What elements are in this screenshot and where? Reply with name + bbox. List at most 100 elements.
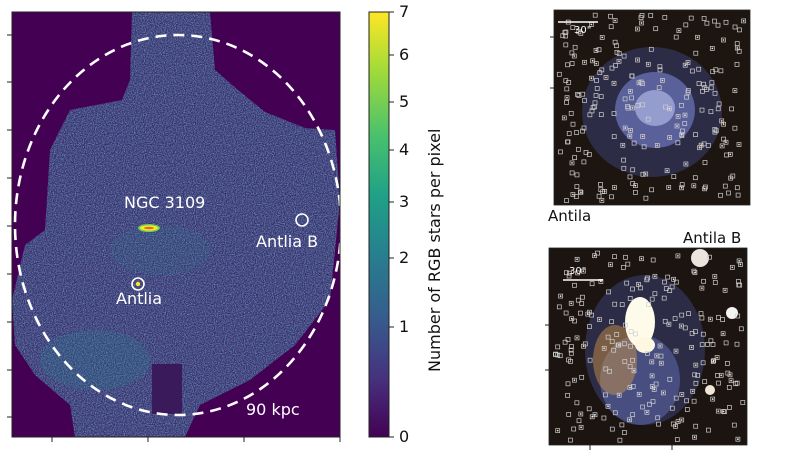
- star-marker: [719, 143, 725, 149]
- star-marker: [678, 323, 684, 329]
- star-marker: [736, 258, 742, 264]
- star-marker: [721, 37, 726, 43]
- star-marker: [595, 250, 600, 256]
- star-marker: [581, 125, 587, 131]
- star-point: [712, 360, 715, 363]
- star-marker: [608, 262, 613, 268]
- star-marker: [715, 106, 721, 112]
- star-marker: [564, 95, 570, 101]
- star-marker: [612, 410, 618, 416]
- star-marker: [656, 85, 662, 91]
- star-marker: [675, 253, 681, 259]
- star-point: [633, 369, 635, 372]
- star-marker: [614, 43, 619, 49]
- star-marker: [579, 374, 585, 380]
- star-marker: [611, 134, 617, 139]
- star-marker: [564, 270, 569, 276]
- star-marker: [625, 104, 630, 109]
- star-marker: [721, 409, 726, 414]
- star-marker: [702, 379, 708, 384]
- star-point: [629, 129, 632, 132]
- star-marker: [679, 182, 685, 187]
- star-marker: [669, 405, 675, 411]
- star-point: [680, 186, 683, 189]
- star-point: [618, 60, 620, 63]
- star-marker: [696, 81, 702, 86]
- star-marker: [609, 426, 615, 432]
- star-point: [738, 143, 740, 146]
- star-marker: [611, 347, 617, 353]
- star-point: [609, 263, 612, 266]
- star-marker: [601, 415, 607, 421]
- star-point: [722, 332, 724, 335]
- star-marker: [715, 408, 721, 414]
- star-marker: [653, 381, 659, 387]
- star-marker: [716, 101, 722, 107]
- star-point: [601, 36, 604, 39]
- colorbar-tick-3: 3: [399, 192, 410, 211]
- star-marker: [644, 277, 650, 283]
- star-marker: [575, 270, 581, 276]
- star-marker: [738, 262, 743, 267]
- antlia-label: Antlia: [116, 289, 163, 308]
- star-point: [717, 410, 720, 412]
- star-marker: [692, 434, 697, 440]
- star-marker: [590, 58, 596, 64]
- star-marker: [648, 13, 654, 18]
- antlia-b-label: Antlia B: [256, 232, 319, 251]
- star-marker: [692, 270, 698, 275]
- star-marker: [563, 42, 569, 48]
- star-marker: [616, 392, 622, 398]
- colorbar-label: Number of RGB stars per pixel: [425, 128, 444, 372]
- star-marker: [699, 285, 705, 291]
- star-marker: [592, 12, 598, 18]
- star-marker: [697, 145, 702, 151]
- star-marker: [698, 311, 704, 316]
- colorbar: [368, 11, 390, 438]
- star-marker: [627, 385, 633, 390]
- star-point: [684, 114, 686, 116]
- star-point: [590, 77, 593, 80]
- colorbar-tick-7: 7: [399, 2, 410, 21]
- star-point: [651, 385, 654, 388]
- star-point: [573, 379, 576, 382]
- star-marker: [665, 274, 671, 280]
- star-marker: [593, 48, 599, 53]
- star-marker: [729, 265, 735, 270]
- star-marker: [627, 364, 633, 369]
- star-marker: [616, 58, 622, 64]
- star-marker: [727, 151, 733, 157]
- star-marker: [621, 157, 626, 163]
- star-marker: [630, 384, 636, 389]
- star-marker: [700, 331, 706, 337]
- star-marker: [575, 92, 580, 97]
- star-marker: [630, 412, 635, 417]
- star-marker: [726, 385, 732, 390]
- star-marker: [633, 183, 638, 188]
- star-point: [646, 411, 648, 414]
- star-marker: [586, 152, 592, 157]
- star-point: [709, 318, 712, 321]
- star-marker: [617, 437, 623, 443]
- star-marker: [721, 136, 726, 142]
- colorbar-ticks: [389, 11, 394, 438]
- star-point: [675, 350, 677, 352]
- star-marker: [589, 281, 595, 287]
- star-marker: [720, 331, 726, 337]
- star-point: [668, 107, 671, 110]
- star-marker: [734, 45, 740, 51]
- star-point: [603, 347, 606, 350]
- star-marker: [574, 256, 580, 262]
- star-marker: [578, 411, 584, 417]
- star-marker: [645, 116, 651, 122]
- star-marker: [609, 194, 614, 200]
- star-point: [685, 163, 687, 165]
- star-marker: [734, 380, 740, 386]
- star-point: [692, 184, 695, 187]
- star-point: [570, 302, 573, 305]
- star-point: [572, 193, 574, 196]
- star-marker: [572, 155, 577, 160]
- star-marker: [712, 18, 717, 24]
- star-marker: [612, 185, 617, 190]
